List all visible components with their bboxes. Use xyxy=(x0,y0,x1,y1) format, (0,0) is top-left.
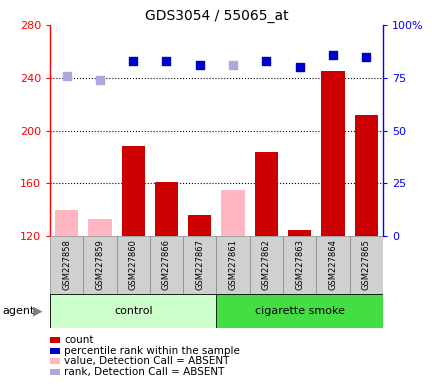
Text: GSM227867: GSM227867 xyxy=(195,240,204,290)
Title: GDS3054 / 55065_at: GDS3054 / 55065_at xyxy=(144,8,288,23)
Bar xyxy=(83,236,116,294)
Text: cigarette smoke: cigarette smoke xyxy=(254,306,344,316)
Bar xyxy=(216,294,382,328)
Text: percentile rank within the sample: percentile rank within the sample xyxy=(64,346,239,356)
Bar xyxy=(183,236,216,294)
Bar xyxy=(55,210,78,236)
Bar xyxy=(316,236,349,294)
Point xyxy=(296,64,302,70)
Bar xyxy=(155,182,178,236)
Point xyxy=(129,58,136,64)
Text: GSM227862: GSM227862 xyxy=(261,240,270,290)
Text: agent: agent xyxy=(2,306,34,316)
Text: GSM227858: GSM227858 xyxy=(62,240,71,290)
Bar xyxy=(283,236,316,294)
Text: GSM227861: GSM227861 xyxy=(228,240,237,290)
Text: GSM227860: GSM227860 xyxy=(128,240,138,290)
Bar xyxy=(187,215,211,236)
Bar xyxy=(116,236,149,294)
Bar xyxy=(121,146,145,236)
Point xyxy=(262,58,269,64)
Bar xyxy=(50,236,83,294)
Text: rank, Detection Call = ABSENT: rank, Detection Call = ABSENT xyxy=(64,367,224,377)
Bar xyxy=(88,219,112,236)
Text: GSM227864: GSM227864 xyxy=(328,240,337,290)
Text: count: count xyxy=(64,335,93,345)
Bar xyxy=(349,236,382,294)
Bar xyxy=(354,115,377,236)
Text: GSM227863: GSM227863 xyxy=(294,240,303,290)
Bar xyxy=(221,190,244,236)
Bar xyxy=(149,236,183,294)
Point xyxy=(163,58,170,64)
Point xyxy=(229,62,236,68)
Text: GSM227866: GSM227866 xyxy=(161,240,171,290)
Bar xyxy=(50,294,216,328)
Point xyxy=(196,62,203,68)
Point xyxy=(329,51,335,58)
Text: GSM227865: GSM227865 xyxy=(361,240,370,290)
Bar xyxy=(249,236,283,294)
Text: control: control xyxy=(114,306,152,316)
Point xyxy=(63,73,70,79)
Bar xyxy=(254,152,277,236)
Bar xyxy=(320,71,344,236)
Point xyxy=(362,53,369,60)
Text: value, Detection Call = ABSENT: value, Detection Call = ABSENT xyxy=(64,356,229,366)
Text: GSM227859: GSM227859 xyxy=(95,240,104,290)
Bar xyxy=(287,230,311,236)
Point xyxy=(96,77,103,83)
Text: ▶: ▶ xyxy=(33,305,42,318)
Bar xyxy=(216,236,249,294)
